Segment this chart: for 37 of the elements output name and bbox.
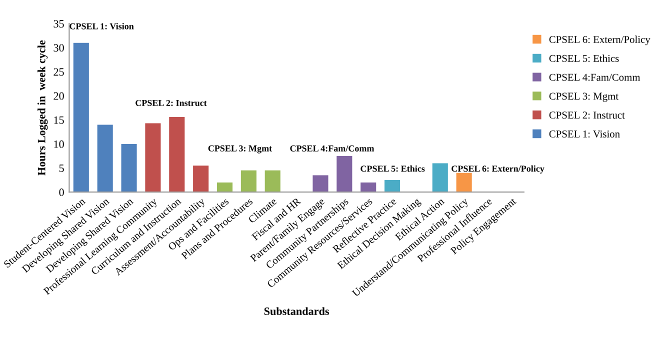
bar [384, 180, 400, 192]
legend-label: CPSEL 3: Mgmt [549, 92, 618, 102]
bar [360, 182, 376, 192]
bar [121, 144, 137, 192]
y-tick-label: 0 [59, 188, 64, 196]
legend-label: CPSEL 2: Instruct [549, 112, 625, 119]
bar [73, 42, 89, 192]
bar [145, 123, 161, 192]
bar [216, 182, 233, 192]
y-tick-label: 20 [54, 92, 64, 100]
y-tick-label: 30 [54, 44, 64, 52]
legend-label: CPSEL 4:Fam/Comm [549, 74, 640, 81]
x-axis-title: Substandards [264, 307, 330, 316]
annotation: CPSEL 1: Vision [70, 22, 134, 30]
bar [264, 170, 280, 192]
bar [432, 163, 448, 192]
annotation: CPSEL 4:Fam/Comm [290, 145, 374, 152]
y-tick-label: 5 [59, 164, 64, 172]
y-tick-label: 25 [54, 68, 64, 76]
bar [240, 170, 256, 192]
bar [456, 172, 472, 192]
bar [97, 124, 113, 192]
bar [336, 156, 352, 192]
bar [312, 175, 328, 192]
bar [193, 166, 209, 192]
y-tick-label: 35 [54, 20, 64, 28]
annotation: CPSEL 5: Ethics [360, 165, 425, 172]
y-tick-label: 10 [54, 140, 64, 148]
annotation: CPSEL 3: Mgmt [208, 145, 272, 154]
legend-label: CPSEL 1: Vision [549, 130, 620, 138]
y-tick-label: 15 [54, 116, 64, 124]
y-axis-title: Hours Logged in week cycle [38, 40, 48, 176]
annotation: CPSEL 2: Instruct [136, 100, 207, 106]
bar [169, 116, 185, 192]
legend-label: CPSEL 6: Extern/Policy [549, 36, 650, 46]
annotation: CPSEL 6: Extern/Policy [452, 165, 544, 174]
legend-label: CPSEL 5: Ethics [549, 54, 619, 62]
